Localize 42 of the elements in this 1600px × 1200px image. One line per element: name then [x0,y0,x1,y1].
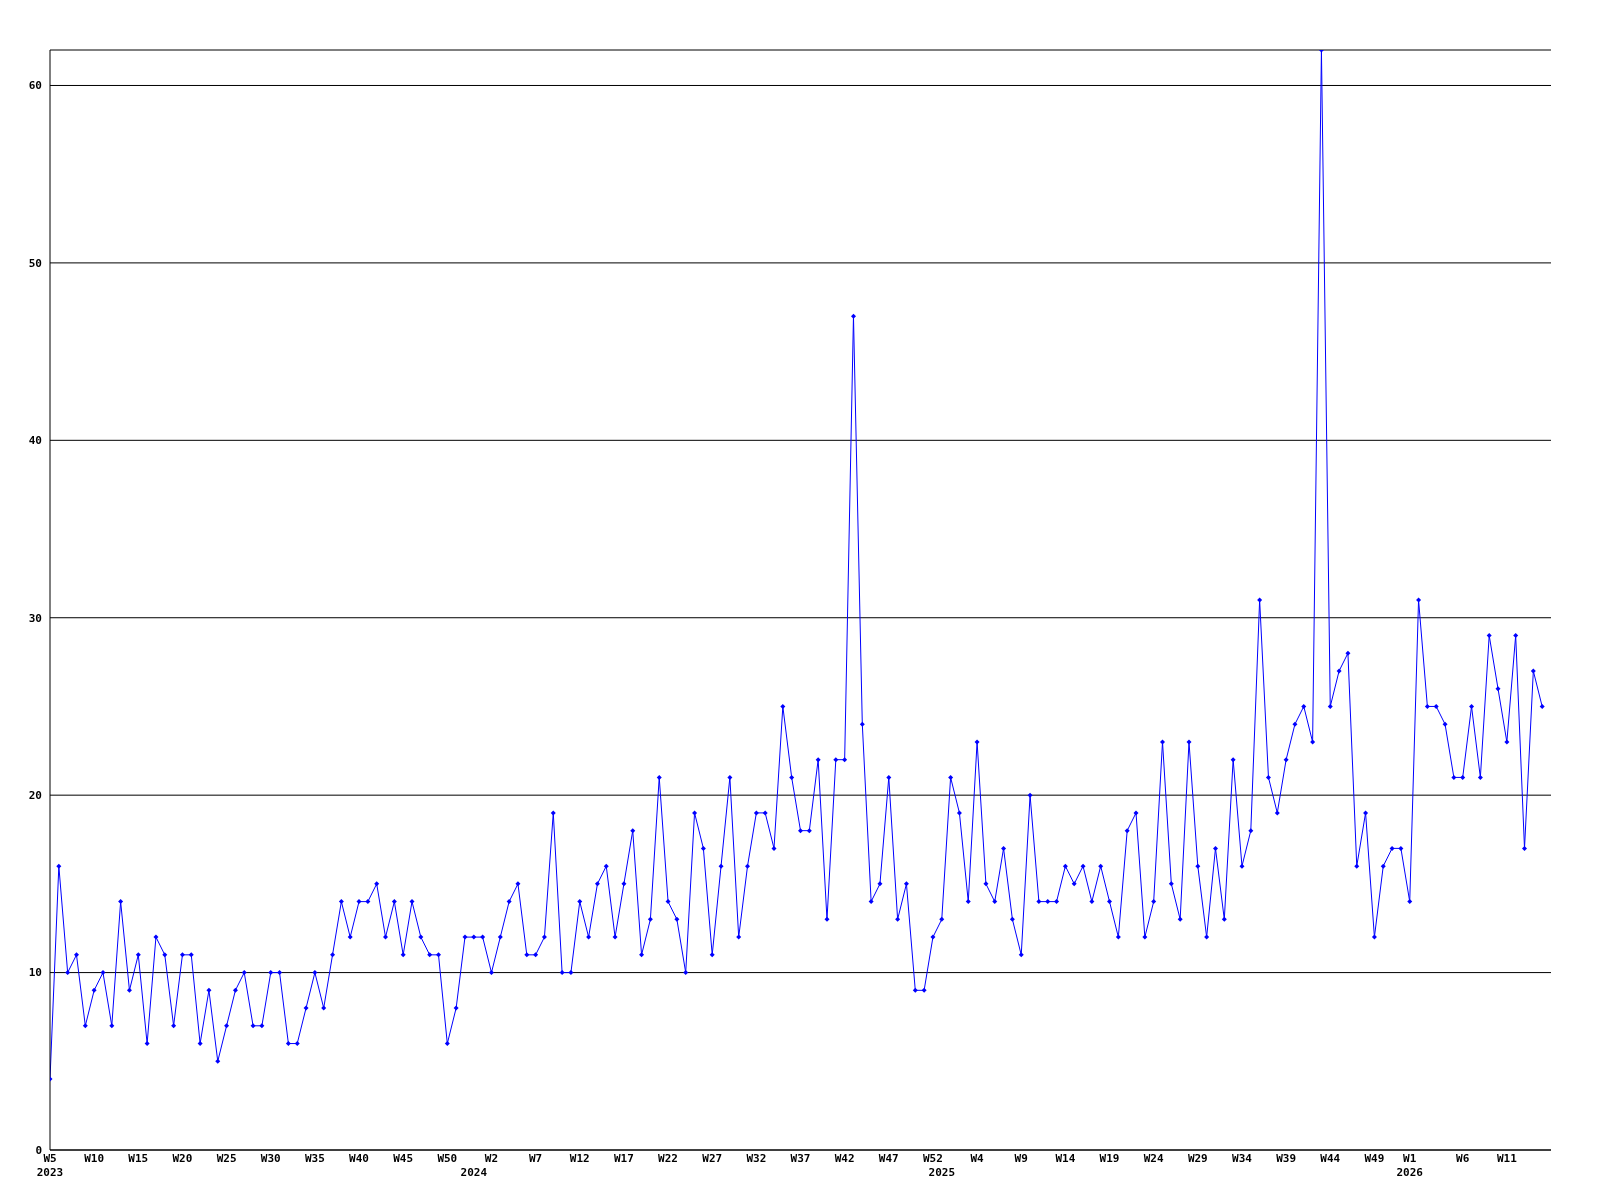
x-tick-label: W32 [746,1152,767,1165]
x-tick-label: W12 [569,1152,590,1165]
x-tick-label: W1 2026 [1396,1152,1424,1179]
x-tick-label: W27 [702,1152,723,1165]
y-tick-label: 30 [28,611,42,625]
x-tick-label: W47 [878,1152,899,1165]
x-tick-label: W7 [528,1152,543,1165]
x-tick-label: W42 [834,1152,855,1165]
x-tick-label: W19 [1099,1152,1120,1165]
x-tick-label: W29 [1187,1152,1208,1165]
x-tick-label: W11 [1496,1152,1518,1165]
x-tick-label: W37 [790,1152,811,1165]
y-tick-label: 0 [35,1143,42,1157]
x-tick-label: W17 [613,1152,634,1165]
x-tick-label: 2024 [460,1166,488,1179]
x-tick-label: W6 [1456,1152,1470,1165]
x-tick-label: W20 [172,1152,193,1165]
x-tick-label: W35 [304,1152,325,1165]
y-tick-label: 60 [28,79,42,93]
x-tick-label: W34 [1232,1152,1253,1165]
y-tick-label: 40 [28,434,42,448]
y-tick-label: 50 [28,256,42,270]
x-tick-label: W50 [437,1152,458,1165]
x-tick-label: W14 [1055,1152,1076,1165]
x-tick-label: 2025 [928,1166,956,1179]
x-tick-label: W44 [1320,1152,1341,1165]
x-tick-label: W9 [1014,1152,1028,1165]
x-tick-label: W52 [923,1152,943,1165]
x-tick-label: W4 [970,1152,985,1165]
x-tick-label: W40 [349,1152,369,1165]
x-tick-label: W25 [216,1152,237,1165]
x-tick-label: W45 [393,1152,414,1165]
x-tick-label: W15 [128,1152,149,1165]
y-tick-label: 10 [28,966,42,980]
x-tick-label: W39 [1276,1152,1297,1165]
x-tick-label: W2 [484,1152,499,1165]
x-tick-label: W30 [260,1152,281,1165]
x-tick-label: W24 [1143,1152,1164,1165]
x-tick-label: W10 [84,1152,105,1165]
x-tick-label: W22 [658,1152,678,1165]
x-tick-label: W49 [1364,1152,1385,1165]
y-tick-label: 20 [28,789,42,803]
